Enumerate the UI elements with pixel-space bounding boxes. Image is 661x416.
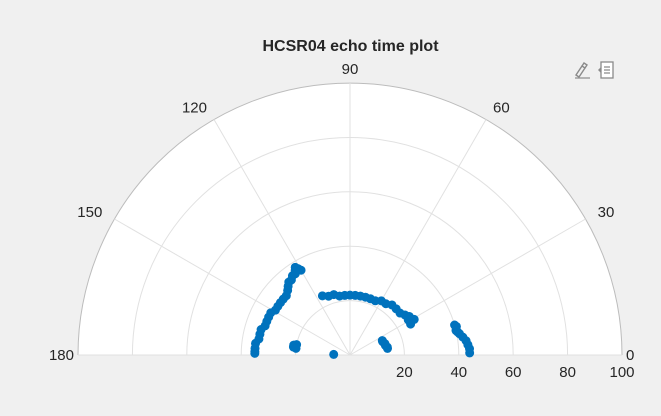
theta-grid-line-30 [349,218,586,356]
r-tick-label-20: 20 [396,364,413,381]
r-tick-label-100: 100 [609,364,634,381]
data-point-36 [317,291,327,301]
theta-tick-label-120: 120 [182,99,207,116]
data-point-9 [450,320,460,330]
theta-tick-label-180: 180 [49,347,74,364]
data-point-15 [377,336,387,346]
theta-tick-label-0: 0 [626,347,634,364]
chart-title: HCSR04 echo time plot [262,38,439,55]
theta-grid-line-120 [213,119,351,356]
r-tick-label-80: 80 [559,364,576,381]
theta-tick-label-90: 90 [342,61,359,78]
data-point-66 [291,343,301,353]
brush-data-icon[interactable] [572,60,592,80]
axes-toolbar [572,60,616,80]
theta-tick-label-30: 30 [598,204,615,221]
r-tick-label-60: 60 [505,364,522,381]
tick-labels: 0 30 60 90 120 150 180 20 40 60 80 100 [49,61,635,381]
theta-grid-line-150 [114,218,351,356]
theta-tick-label-60: 60 [493,99,510,116]
polar-grid [77,82,623,356]
data-tips-icon[interactable] [596,60,616,80]
data-points [250,262,475,359]
r-tick-label-40: 40 [450,364,467,381]
data-point-67 [329,349,339,359]
data-point-62 [250,348,260,358]
theta-tick-label-150: 150 [77,204,102,221]
theta-grid-line-60 [349,119,487,356]
